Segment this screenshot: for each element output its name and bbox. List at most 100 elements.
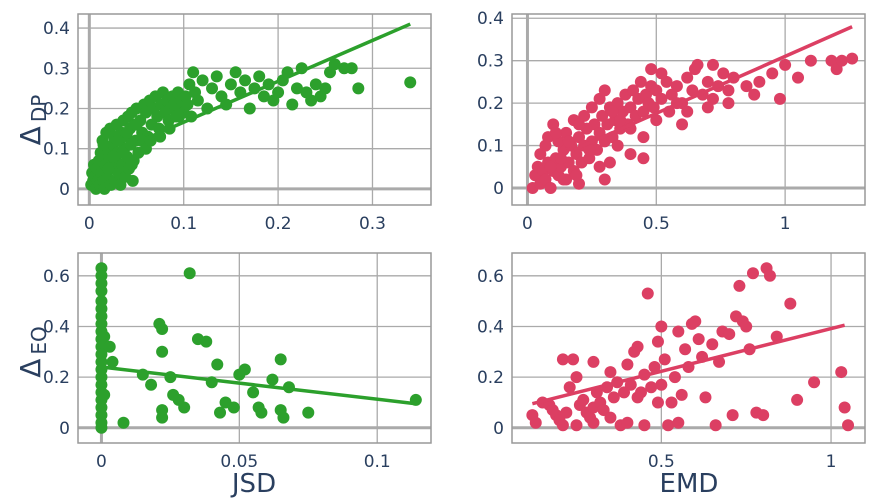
scatter-point (598, 173, 611, 186)
x-axis-label-jsd: JSD (230, 469, 276, 498)
scatter-point (706, 338, 719, 351)
scatter-point (645, 63, 658, 76)
panel-bottom-right: 0.5 1 0 0.2 0.4 0.6 (477, 252, 866, 472)
panels: 0 0.1 0.2 0.3 0 0.1 0.2 0.3 0.4 0 0.5 1 0 0.1 0.2 0.3 0.… (43, 9, 866, 472)
scatter-point (604, 411, 617, 424)
scatter-point (102, 162, 115, 175)
scatter-point (842, 419, 855, 432)
scatter-point (305, 94, 318, 107)
scatter-point (648, 361, 661, 373)
scatter-point (563, 381, 576, 394)
trend-line (135, 22, 411, 145)
scatter-point (672, 325, 685, 338)
scatter-point (211, 358, 224, 371)
scatter-point (111, 134, 124, 147)
scatter-point (257, 90, 270, 103)
scatter-point (723, 328, 736, 341)
scatter-point (156, 323, 169, 335)
scatter-point (679, 343, 692, 356)
scatter-point (238, 363, 251, 376)
y-tick-label: 0.2 (43, 368, 70, 388)
scatter-point (641, 287, 654, 300)
scatter-point (95, 421, 108, 434)
scatter-point (587, 355, 600, 368)
scatter-point (838, 401, 851, 414)
scatter-point (791, 393, 804, 406)
scatter-point (121, 126, 134, 139)
scatter-point (651, 396, 664, 409)
scatter-point (183, 267, 196, 280)
scatter-point (717, 67, 730, 80)
plot-frame (77, 13, 432, 206)
y-tick-label: 0.4 (477, 9, 504, 29)
panel-top-left: 0 0.1 0.2 0.3 0 0.1 0.2 0.3 0.4 (43, 13, 432, 234)
y-tick-label: 0.6 (43, 267, 70, 287)
scatter-point (567, 353, 580, 366)
trend-line (531, 323, 846, 406)
scatter-point (665, 396, 678, 409)
scatter-point (181, 98, 194, 111)
scatter-point (647, 101, 660, 114)
scatter-point (187, 66, 200, 79)
scatter-point (98, 330, 111, 343)
scatter-point (604, 366, 617, 379)
scatter-point (229, 66, 242, 79)
scatter-point (740, 320, 753, 333)
scatter-point (554, 152, 567, 165)
scatter-point (106, 150, 119, 163)
plot-frame (511, 252, 866, 444)
scatter-point (156, 345, 169, 358)
x-tick-label: 0.5 (643, 214, 670, 234)
scatter-point (611, 139, 624, 152)
scatter-point (130, 118, 143, 131)
y-tick-label: 0.3 (43, 59, 70, 79)
scatter-point (345, 62, 358, 75)
trend-line (101, 365, 417, 406)
scatter-point (638, 419, 651, 432)
y-tick-label: 0.1 (477, 137, 504, 157)
y-tick-label: 0.2 (477, 94, 504, 114)
scatter-point (539, 139, 552, 152)
scatter-point (172, 110, 185, 123)
scatter-point (587, 416, 600, 429)
scatter-point (603, 156, 616, 169)
x-tick-label: 0.05 (220, 452, 258, 472)
scatter-point (116, 146, 129, 159)
x-tick-label: 0 (96, 452, 107, 472)
scatter-point (804, 54, 817, 67)
y-tick-label: 0 (493, 179, 504, 199)
scatter-point (556, 419, 569, 432)
scatter-point (578, 109, 591, 122)
scatter-point (668, 371, 681, 384)
x-tick-label: 0.2 (265, 214, 292, 234)
x-tick-label: 0.1 (364, 452, 391, 472)
scatter-point (701, 75, 714, 88)
scatter-point (699, 391, 712, 404)
scatter-point (549, 126, 562, 139)
scatter-point (733, 279, 746, 292)
scatter-point (722, 84, 735, 97)
svg-text:Δ DP: Δ DP (14, 95, 51, 146)
scatter-point (272, 86, 285, 99)
y-tick-label: 0 (493, 419, 504, 439)
scatter-point (692, 333, 705, 346)
scatter-point (224, 78, 237, 91)
scatter-point (98, 388, 111, 401)
scatter-point (706, 58, 719, 71)
scatter-point (302, 406, 315, 419)
panel-top-right: 0 0.5 1 0 0.1 0.2 0.3 0.4 (477, 9, 866, 234)
y-tick-label: 0.2 (43, 99, 70, 119)
y-axis-label-eo-sub: EO (27, 326, 51, 354)
scatter-point (583, 152, 596, 165)
scatter-point (631, 340, 644, 353)
x-tick-label: 1 (780, 214, 791, 234)
scatter-point (255, 406, 268, 419)
scatter-point (651, 335, 664, 348)
scatter-point (675, 388, 688, 401)
scatter-point (206, 82, 219, 95)
scatter-point (196, 74, 209, 87)
scatter-point (621, 358, 634, 371)
scatter-point (676, 118, 689, 131)
scatter-point (681, 105, 694, 118)
y-tick-label: 0.4 (477, 317, 504, 337)
